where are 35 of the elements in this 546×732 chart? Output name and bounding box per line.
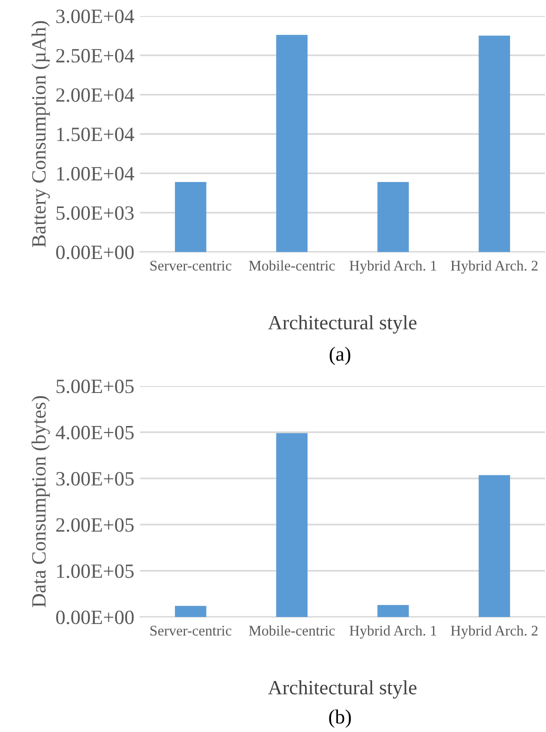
- y-axis-title: Battery Consumption (µAh): [32, 21, 50, 248]
- y-tick-label: 2.00E+05: [56, 518, 134, 532]
- y-tick-label: 2.00E+04: [56, 88, 134, 102]
- y-tick-label: 1.50E+04: [57, 128, 134, 142]
- bar: [174, 606, 206, 617]
- y-tick-label: 2.50E+04: [56, 48, 134, 63]
- y-tick-label: 3.00E+04: [56, 10, 134, 24]
- x-tick-label: Hybrid Arch. 1: [350, 260, 436, 274]
- bar: [276, 433, 308, 617]
- x-tick-label: Server-centric: [150, 626, 232, 636]
- x-tick-label: Hybrid Arch. 1: [350, 625, 436, 639]
- y-tick-label: 0.00E+00: [56, 610, 134, 624]
- bar: [377, 604, 409, 617]
- x-axis-title: Architectural style: [268, 315, 416, 334]
- bar: [174, 182, 206, 252]
- y-tick-label: 5.00E+05: [56, 380, 134, 394]
- y-axis-title: Data Consumption (bytes): [32, 396, 50, 608]
- x-tick-label: Server-centric: [150, 260, 232, 271]
- text: (a): [330, 346, 350, 365]
- x-tick-label: Mobile-centric: [248, 625, 335, 636]
- x-tick-label: Mobile-centric: [248, 260, 335, 271]
- bar: [478, 475, 510, 617]
- x-axis-title: Architectural style: [268, 680, 416, 699]
- x-tick-label: Hybrid Arch. 2: [450, 625, 538, 639]
- y-tick-label: 1.00E+05: [57, 564, 134, 578]
- y-tick-label: 3.00E+05: [56, 472, 134, 486]
- text: (b): [329, 710, 351, 728]
- bar: [377, 182, 409, 252]
- x-tick-label: Hybrid Arch. 2: [450, 260, 538, 274]
- y-tick-label: 5.00E+03: [56, 206, 134, 220]
- y-tick-label: 0.00E+00: [56, 246, 134, 260]
- y-tick-label: 4.00E+05: [56, 426, 134, 440]
- y-tick-label: 1.00E+04: [57, 166, 134, 181]
- bar: [276, 34, 308, 252]
- bar: [478, 36, 510, 252]
